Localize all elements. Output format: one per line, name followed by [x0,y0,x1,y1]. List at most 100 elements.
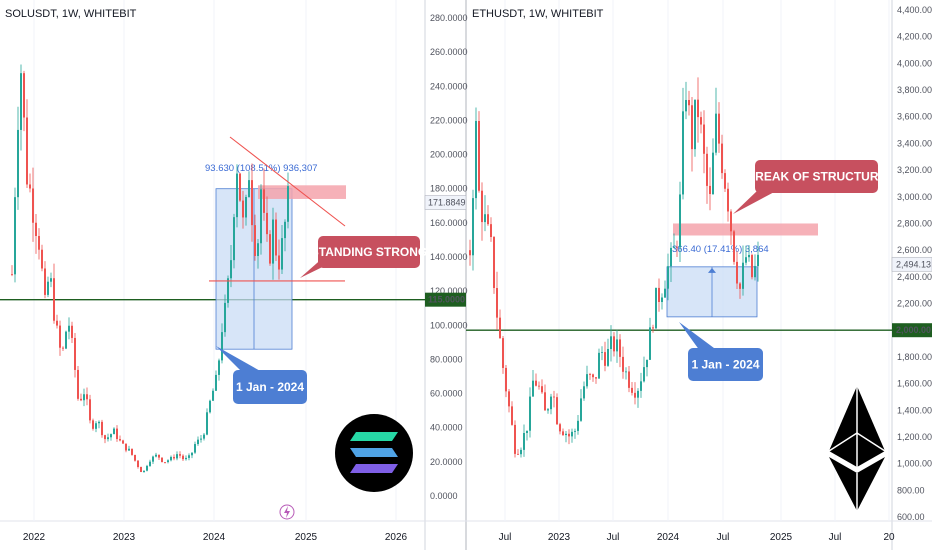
candle-body [475,120,477,199]
candle-body [92,420,94,429]
candle-body [38,235,40,250]
sol-y-tick-label: 0.0000 [430,491,458,501]
sol-x-tick-label: 2024 [203,532,226,543]
candle-body [116,428,118,440]
candle-body [655,287,657,329]
candle-body [586,374,588,387]
eth-y-tick-label: 2,400.00 [897,272,932,282]
ethereum-logo-icon [828,386,886,511]
candle-body [275,219,277,256]
candle-body [209,400,211,413]
candle-body [523,433,525,450]
candle-body [122,440,124,444]
candle-body [161,457,163,463]
sol-x-tick-label: 2025 [295,532,318,543]
sol-y-tick-label: 240.0000 [430,81,468,91]
sol-x-tick-label: 2023 [113,532,136,543]
eth-x-tick-label: Jul [499,532,512,543]
candle-body [751,254,753,278]
candle-body [643,367,645,382]
candle-body [619,339,621,357]
eth-y-tick-label: 2,600.00 [897,245,932,255]
candle-body [562,431,564,436]
sol-y-tick-label: 80.0000 [430,354,463,364]
sol-callout-standing-strong: STANDING STRONG [300,236,427,278]
candle-body [745,257,747,263]
candle-body [263,189,265,213]
candle-body [541,386,543,393]
sol-y-tick-label: 120.0000 [430,286,468,296]
candle-body [239,173,241,201]
candle-body [580,398,582,421]
lightning-icon[interactable] [279,504,295,520]
candle-body [670,247,672,267]
candle-body [694,99,696,150]
candle-body [577,420,579,431]
candle-body [679,194,681,248]
eth-logo-facet [828,432,886,452]
eth-y-tick-label: 4,400.00 [897,5,932,15]
candle-body [547,409,549,411]
eth-y-tick-label: 600.00 [897,512,925,522]
eth-y-tick-label: 3,800.00 [897,85,932,95]
candle-body [152,456,154,462]
candle-body [98,421,100,424]
candle-body [706,153,708,186]
candle-body [107,437,109,440]
candle-body [736,261,738,284]
eth-y-tick-label: 3,600.00 [897,112,932,122]
candle-body [287,186,289,222]
candle-body [260,189,262,244]
candle-body [703,124,705,154]
candle-body [505,367,507,392]
candle-body [173,456,175,459]
solana-logo-bar [350,464,398,473]
candle-body [688,100,690,106]
candle-body [41,249,43,269]
eth-x-tick-label: 2024 [657,532,680,543]
eth-y-tick-label: 800.00 [897,485,925,495]
candle-body [754,266,756,278]
candle-body [146,465,148,471]
candle-body [478,120,480,191]
sol-y-tick-label: 160.0000 [430,218,468,228]
eth-y-tick-label: 3,000.00 [897,192,932,202]
candle-body [218,360,220,375]
candle-body [595,377,597,379]
eth-y-tick-label: 4,000.00 [897,58,932,68]
sol-descending-trendline [229,136,346,227]
eth-x-tick-label: Jul [607,532,620,543]
candle-body [613,336,615,352]
candle-body [80,398,82,401]
candle-body [83,394,85,401]
candle-body [89,399,91,421]
sol-current-price-label: 171.8849 [428,198,466,208]
candle-body [646,359,648,368]
candle-body [32,188,34,223]
candle-body [664,288,666,298]
candle-body [601,352,603,353]
candle-body [68,325,70,332]
candle-body [62,347,64,349]
candle-body [718,113,720,144]
solana-logo-bar [350,432,398,441]
eth-y-tick-label: 1,800.00 [897,352,932,362]
candle-body [191,452,193,456]
candle-body [131,448,133,455]
candle-body [176,454,178,459]
sol-callout-standing-strong-box [318,236,420,268]
candle-body [757,254,759,267]
eth-x-tick-label: 2023 [548,532,571,543]
candle-body [188,455,190,458]
candle-body [571,431,573,437]
sol-y-tick-label: 100.0000 [430,320,468,330]
candle-body [230,260,232,279]
candle-body [622,356,624,372]
candle-body [272,219,274,264]
candle-body [179,454,181,456]
candle-body [254,225,256,256]
eth-callout-date: 1 Jan - 2024 [679,322,763,381]
candle-body [128,448,130,451]
candle-body [544,392,546,411]
sol-y-tick-label: 60.0000 [430,389,463,399]
